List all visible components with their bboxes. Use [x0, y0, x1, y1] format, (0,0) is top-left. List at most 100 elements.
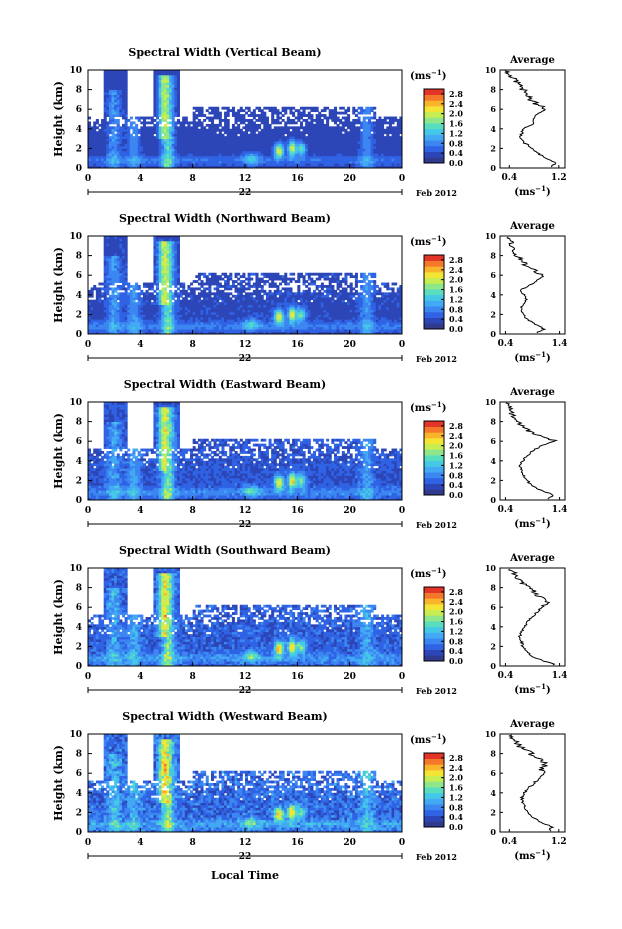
heatmap-cell	[276, 302, 280, 305]
heatmap-cell	[174, 136, 178, 139]
heatmap-cell	[111, 329, 115, 332]
heatmap-cell	[116, 307, 120, 310]
heatmap-cell	[95, 141, 99, 144]
heatmap-cell	[205, 299, 209, 303]
heatmap-cell	[221, 160, 225, 164]
heatmap-cell	[286, 307, 290, 310]
heatmap-cell	[166, 258, 170, 261]
heatmap-cell	[187, 126, 191, 130]
heatmap-cell	[195, 297, 199, 301]
heatmap-cell	[169, 99, 173, 103]
heatmap-cell	[294, 302, 298, 305]
heatmap-cell	[224, 119, 228, 122]
heatmap-cell	[318, 150, 322, 154]
heatmap-cell	[299, 153, 303, 157]
heatmap-cell	[203, 143, 207, 147]
heatmap-cell	[347, 141, 351, 144]
heatmap-cell	[326, 121, 330, 125]
heatmap-cell	[302, 148, 306, 152]
heatmap-cell	[213, 133, 217, 137]
heatmap-cell	[263, 114, 267, 117]
heatmap-cell	[289, 153, 293, 157]
heatmap-cell	[103, 275, 107, 279]
heatmap-cell	[252, 150, 256, 154]
heatmap-cell	[221, 138, 225, 142]
heatmap-cell	[203, 294, 207, 298]
heatmap-cell	[122, 314, 126, 318]
heatmap-cell	[98, 158, 102, 162]
heatmap-cell	[307, 138, 311, 142]
heatmap-cell	[273, 155, 277, 159]
heatmap-cell	[305, 145, 309, 149]
heatmap-cell	[208, 119, 212, 122]
heatmap-cell	[349, 136, 353, 139]
heatmap-cell	[302, 133, 306, 137]
heatmap-cell	[208, 299, 212, 303]
heatmap-cell	[169, 321, 173, 325]
heatmap-cell	[245, 316, 249, 320]
heatmap-cell	[179, 326, 183, 330]
heatmap-cell	[294, 128, 298, 132]
heatmap-cell	[370, 150, 374, 154]
heatmap-cell	[124, 331, 128, 335]
heatmap-cell	[341, 163, 345, 166]
heatmap-cell	[179, 150, 183, 154]
heatmap-cell	[124, 282, 128, 286]
heatmap-cell	[116, 262, 120, 266]
heatmap-cell	[216, 282, 220, 286]
heatmap-cell	[320, 126, 324, 130]
heatmap-cell	[108, 94, 112, 98]
heatmap-cell	[203, 299, 207, 303]
heatmap-cell	[362, 145, 366, 149]
heatmap-cell	[216, 145, 220, 149]
heatmap-cell	[273, 299, 277, 303]
heatmap-cell	[137, 141, 141, 144]
heatmap-cell	[336, 155, 340, 159]
heatmap-cell	[88, 309, 92, 313]
heatmap-cell	[200, 280, 204, 283]
heatmap-cell	[216, 128, 220, 132]
heatmap-cell	[158, 155, 162, 159]
heatmap-cell	[200, 153, 204, 157]
heatmap-cell	[148, 131, 152, 135]
heatmap-cell	[339, 150, 343, 154]
heatmap-cell	[103, 294, 107, 298]
heatmap-cell	[158, 260, 162, 264]
heatmap-cell	[111, 267, 115, 271]
heatmap-cell	[294, 160, 298, 164]
heatmap-cell	[174, 138, 178, 142]
heatmap-cell	[106, 128, 110, 132]
heatmap-cell	[399, 131, 403, 135]
heatmap-cell	[352, 111, 356, 115]
heatmap-cell	[135, 331, 139, 335]
heatmap-cell	[247, 275, 251, 279]
heatmap-cell	[132, 311, 136, 315]
heatmap-cell	[203, 138, 207, 142]
heatmap-cell	[171, 331, 175, 335]
heatmap-cell	[252, 165, 256, 169]
heatmap-cell	[153, 94, 157, 98]
heatmap-cell	[205, 307, 209, 310]
heatmap-cell	[142, 143, 146, 147]
heatmap-cell	[195, 326, 199, 330]
heatmap-cell	[197, 150, 201, 154]
heatmap-cell	[137, 319, 141, 323]
heatmap-cell	[318, 119, 322, 122]
heatmap-cell	[305, 141, 309, 144]
heatmap-cell	[150, 324, 154, 328]
heatmap-cell	[231, 309, 235, 313]
heatmap-cell	[153, 243, 157, 247]
heatmap-cell	[192, 302, 196, 305]
heatmap-cell	[93, 153, 97, 157]
heatmap-cell	[229, 292, 233, 296]
heatmap-cell	[158, 304, 162, 308]
heatmap-cell	[234, 321, 238, 325]
heatmap-cell	[137, 148, 141, 152]
heatmap-cell	[150, 138, 154, 142]
heatmap-cell	[336, 165, 340, 169]
heatmap-cell	[111, 248, 115, 252]
heatmap-cell	[106, 236, 110, 239]
heatmap-cell	[116, 331, 120, 335]
heatmap-cell	[200, 158, 204, 162]
heatmap-cell	[315, 165, 319, 169]
